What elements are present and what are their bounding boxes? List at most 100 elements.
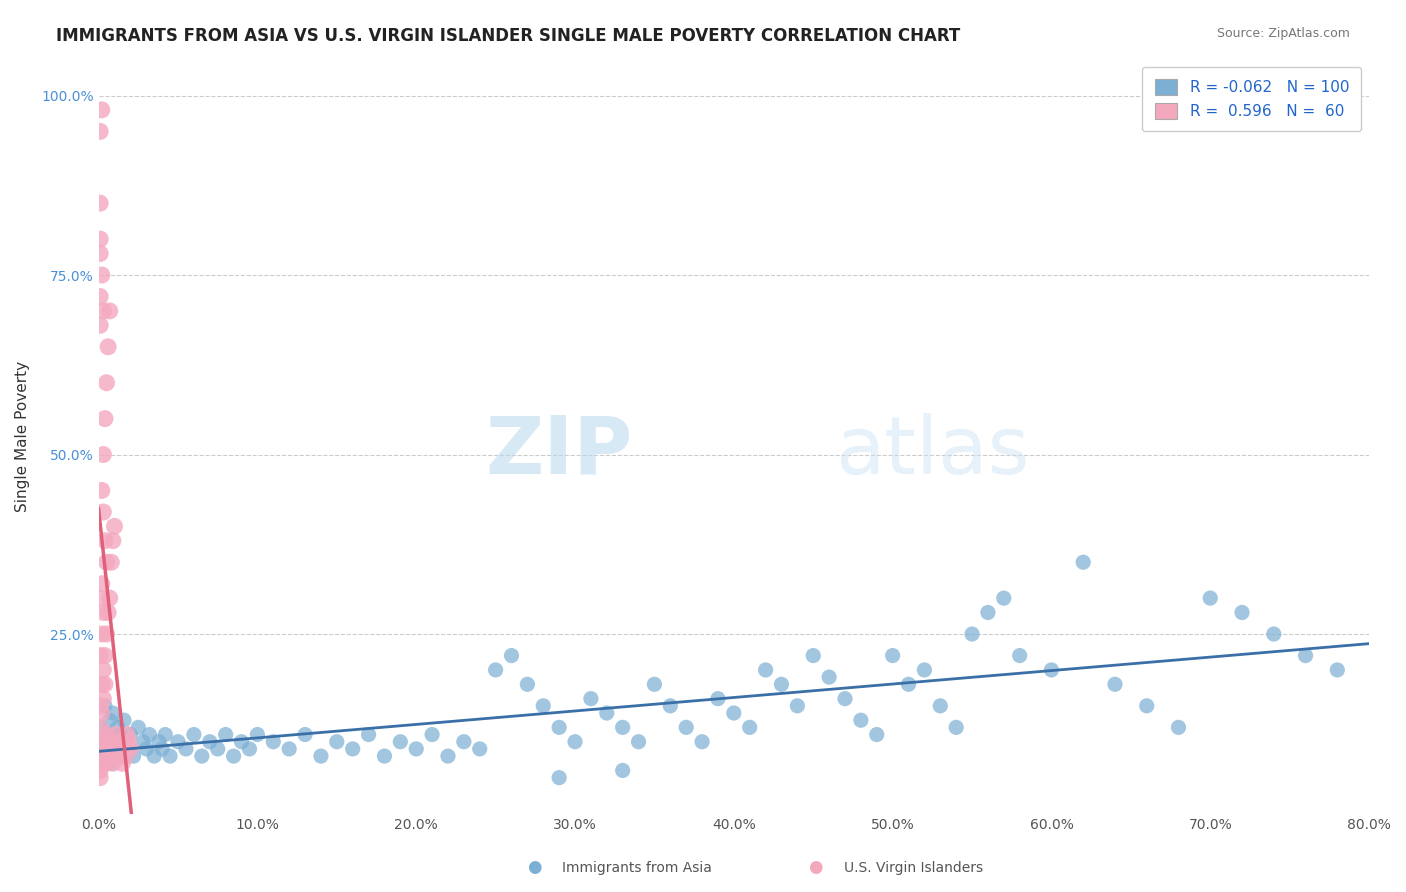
Point <box>112 742 135 756</box>
Point <box>93 663 115 677</box>
Point <box>801 648 824 663</box>
Point <box>101 706 124 720</box>
Point <box>90 268 112 282</box>
Point <box>98 735 121 749</box>
Point <box>118 735 141 749</box>
Point <box>114 735 136 749</box>
Point <box>150 742 173 756</box>
Point <box>564 735 586 749</box>
Point <box>138 727 160 741</box>
Point <box>135 742 157 756</box>
Point <box>89 764 111 778</box>
Point <box>420 727 443 741</box>
Point <box>115 727 138 741</box>
Point <box>100 756 122 771</box>
Point <box>1199 591 1222 606</box>
Point <box>1071 555 1094 569</box>
Point <box>120 742 142 756</box>
Point <box>98 304 121 318</box>
Point <box>485 663 508 677</box>
Point <box>97 727 120 741</box>
Point <box>112 713 135 727</box>
Point <box>866 727 889 741</box>
Point <box>945 720 967 734</box>
Point <box>89 232 111 246</box>
Legend: R = -0.062   N = 100, R =  0.596   N =  60: R = -0.062 N = 100, R = 0.596 N = 60 <box>1142 67 1361 131</box>
Point <box>93 735 115 749</box>
Point <box>94 648 117 663</box>
Point <box>159 749 181 764</box>
Point <box>107 742 129 756</box>
Text: atlas: atlas <box>835 413 1029 491</box>
Point <box>198 735 221 749</box>
Point <box>115 742 138 756</box>
Point <box>993 591 1015 606</box>
Point <box>89 735 111 749</box>
Point <box>143 749 166 764</box>
Point <box>97 749 120 764</box>
Point <box>596 706 619 720</box>
Point <box>93 691 115 706</box>
Point <box>174 742 197 756</box>
Point <box>101 533 124 548</box>
Point <box>786 698 808 713</box>
Point <box>1326 663 1348 677</box>
Point <box>531 698 554 713</box>
Point <box>97 606 120 620</box>
Point <box>1136 698 1159 713</box>
Point <box>90 756 112 771</box>
Point <box>110 735 132 749</box>
Point <box>94 677 117 691</box>
Y-axis label: Single Male Poverty: Single Male Poverty <box>15 361 30 512</box>
Point <box>690 735 713 749</box>
Point <box>1295 648 1317 663</box>
Point <box>101 756 124 771</box>
Point <box>1040 663 1063 677</box>
Point <box>882 648 904 663</box>
Point <box>675 720 697 734</box>
Text: Source: ZipAtlas.com: Source: ZipAtlas.com <box>1216 27 1350 40</box>
Point <box>90 576 112 591</box>
Point <box>97 340 120 354</box>
Point <box>723 706 745 720</box>
Point <box>89 771 111 785</box>
Point <box>246 727 269 741</box>
Point <box>105 735 128 749</box>
Point <box>93 606 115 620</box>
Point <box>89 698 111 713</box>
Point <box>94 533 117 548</box>
Point <box>167 735 190 749</box>
Point <box>222 749 245 764</box>
Point <box>96 555 118 569</box>
Point <box>98 591 121 606</box>
Point <box>468 742 491 756</box>
Point <box>1008 648 1031 663</box>
Point <box>122 749 145 764</box>
Point <box>612 764 634 778</box>
Point <box>96 742 118 756</box>
Point <box>90 483 112 498</box>
Point <box>183 727 205 741</box>
Point <box>326 735 349 749</box>
Point <box>90 627 112 641</box>
Point <box>111 749 134 764</box>
Point <box>111 756 134 771</box>
Point <box>262 735 284 749</box>
Point <box>93 448 115 462</box>
Point <box>231 735 253 749</box>
Point <box>707 691 730 706</box>
Point <box>897 677 920 691</box>
Point <box>132 735 155 749</box>
Point <box>659 698 682 713</box>
Point <box>960 627 983 641</box>
Point <box>103 519 125 533</box>
Text: U.S. Virgin Islanders: U.S. Virgin Islanders <box>844 862 983 875</box>
Text: ZIP: ZIP <box>485 413 633 491</box>
Point <box>89 246 111 260</box>
Point <box>516 677 538 691</box>
Text: Immigrants from Asia: Immigrants from Asia <box>562 862 713 875</box>
Point <box>94 756 117 771</box>
Point <box>89 591 111 606</box>
Point <box>437 749 460 764</box>
Point <box>643 677 665 691</box>
